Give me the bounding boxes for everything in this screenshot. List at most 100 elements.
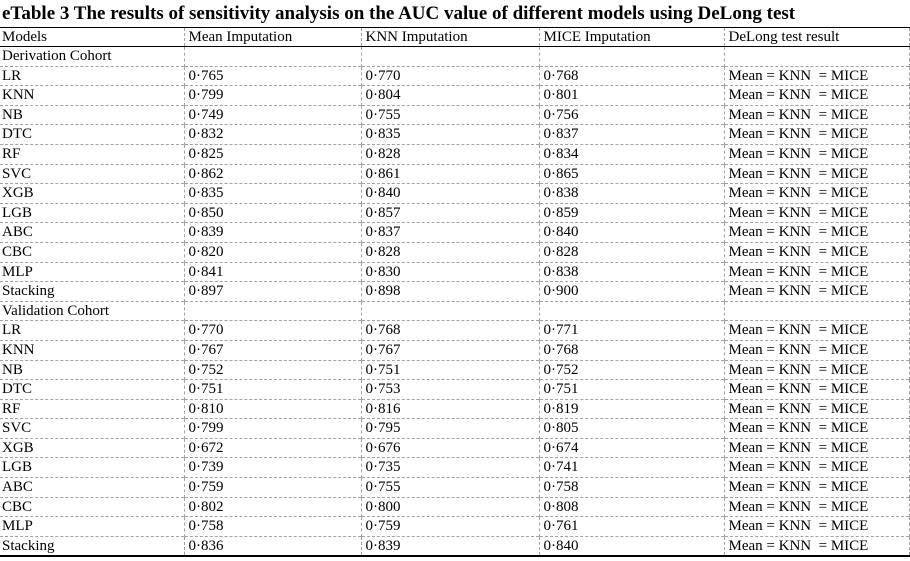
auc-cell-knn: 0·759 (361, 516, 540, 537)
auc-cell-mice: 0·758 (539, 477, 725, 498)
auc-cell-knn: 0·800 (361, 497, 540, 517)
auc-cell-mice: 0·828 (539, 242, 725, 263)
model-cell: SVC (0, 164, 185, 184)
auc-cell-mean: 0·752 (184, 360, 362, 380)
auc-cell-mice: 0·741 (539, 457, 725, 478)
auc-cell-mice: 0·756 (539, 105, 725, 125)
auc-cell-mice: 0·771 (539, 320, 725, 341)
auc-cell-mean: 0·897 (184, 281, 362, 302)
delong-result-cell: Mean = KNN = MICE (724, 320, 910, 341)
auc-cell-mean: 0·802 (184, 497, 362, 517)
auc-cell-knn: 0·840 (361, 183, 540, 204)
delong-result-cell: Mean = KNN = MICE (724, 497, 910, 517)
table-row: KNN 0·767 0·767 0·768 Mean = KNN = MICE (0, 340, 910, 360)
column-header-knn: KNN Imputation (361, 27, 540, 47)
table-row: KNN 0·799 0·804 0·801 Mean = KNN = MICE (0, 85, 910, 106)
delong-result-cell: Mean = KNN = MICE (724, 144, 910, 165)
auc-cell-mice: 0·838 (539, 262, 725, 282)
delong-result-cell: Mean = KNN = MICE (724, 183, 910, 204)
auc-cell-mice: 0·865 (539, 164, 725, 184)
table-row: DTC 0·832 0·835 0·837 Mean = KNN = MICE (0, 124, 910, 145)
table-row: XGB 0·835 0·840 0·838 Mean = KNN = MICE (0, 183, 910, 204)
auc-cell-knn: 0·828 (361, 242, 540, 263)
auc-cell-mean: 0·835 (184, 183, 362, 204)
auc-cell-mean: 0·799 (184, 85, 362, 106)
delong-result-cell: Mean = KNN = MICE (724, 418, 910, 439)
column-header-delong: DeLong test result (724, 27, 910, 47)
delong-result-cell: Mean = KNN = MICE (724, 85, 910, 106)
delong-result-cell: Mean = KNN = MICE (724, 242, 910, 263)
auc-cell-mice: 0·840 (539, 222, 725, 243)
section-row: Derivation Cohort (0, 46, 910, 67)
auc-cell-mice: 0·768 (539, 66, 725, 86)
auc-cell-knn: 0·835 (361, 124, 540, 145)
auc-cell-knn: 0·804 (361, 85, 540, 106)
table-row: SVC 0·799 0·795 0·805 Mean = KNN = MICE (0, 418, 910, 439)
model-cell: RF (0, 144, 185, 165)
model-cell: LR (0, 320, 185, 341)
delong-result-cell: Mean = KNN = MICE (724, 66, 910, 86)
empty-cell (184, 46, 362, 67)
auc-cell-knn: 0·770 (361, 66, 540, 86)
model-cell: CBC (0, 242, 185, 263)
empty-cell (724, 301, 910, 321)
auc-cell-knn: 0·753 (361, 379, 540, 400)
model-cell: LGB (0, 203, 185, 223)
section-header-cell: Validation Cohort (0, 301, 185, 321)
table-row: MLP 0·758 0·759 0·761 Mean = KNN = MICE (0, 516, 910, 537)
table-row: RF 0·810 0·816 0·819 Mean = KNN = MICE (0, 399, 910, 419)
auc-cell-knn: 0·857 (361, 203, 540, 223)
section-row: Validation Cohort (0, 301, 910, 321)
sensitivity-analysis-table: Models Mean Imputation KNN Imputation MI… (0, 27, 910, 558)
delong-result-cell: Mean = KNN = MICE (724, 340, 910, 360)
auc-cell-knn: 0·768 (361, 320, 540, 341)
auc-cell-mean: 0·862 (184, 164, 362, 184)
auc-cell-mice: 0·834 (539, 144, 725, 165)
delong-result-cell: Mean = KNN = MICE (724, 438, 910, 458)
auc-cell-mean: 0·739 (184, 457, 362, 478)
delong-result-cell: Mean = KNN = MICE (724, 262, 910, 282)
delong-result-cell: Mean = KNN = MICE (724, 536, 910, 557)
model-cell: Stacking (0, 536, 185, 557)
delong-result-cell: Mean = KNN = MICE (724, 477, 910, 498)
auc-cell-mean: 0·749 (184, 105, 362, 125)
auc-cell-knn: 0·828 (361, 144, 540, 165)
table-row: ABC 0·759 0·755 0·758 Mean = KNN = MICE (0, 477, 910, 498)
table-header: Models Mean Imputation KNN Imputation MI… (0, 27, 910, 47)
empty-cell (361, 301, 540, 321)
table-row: Stacking 0·897 0·898 0·900 Mean = KNN = MICE (0, 281, 910, 302)
model-cell: DTC (0, 379, 185, 400)
model-cell: CBC (0, 497, 185, 517)
table-row: NB 0·749 0·755 0·756 Mean = KNN = MICE (0, 105, 910, 125)
table-row: MLP 0·841 0·830 0·838 Mean = KNN = MICE (0, 262, 910, 282)
model-cell: XGB (0, 183, 185, 204)
auc-cell-mice: 0·808 (539, 497, 725, 517)
auc-cell-knn: 0·735 (361, 457, 540, 478)
table-title: eTable 3 The results of sensitivity anal… (2, 3, 796, 24)
auc-cell-mean: 0·765 (184, 66, 362, 86)
auc-cell-mean: 0·850 (184, 203, 362, 223)
auc-cell-mean: 0·758 (184, 516, 362, 537)
table-row: LR 0·770 0·768 0·771 Mean = KNN = MICE (0, 320, 910, 341)
auc-cell-mean: 0·825 (184, 144, 362, 165)
empty-cell (724, 46, 910, 67)
auc-cell-mice: 0·761 (539, 516, 725, 537)
delong-result-cell: Mean = KNN = MICE (724, 399, 910, 419)
delong-result-cell: Mean = KNN = MICE (724, 164, 910, 184)
delong-result-cell: Mean = KNN = MICE (724, 105, 910, 125)
model-cell: KNN (0, 340, 185, 360)
auc-cell-knn: 0·795 (361, 418, 540, 439)
auc-cell-mean: 0·770 (184, 320, 362, 341)
model-cell: XGB (0, 438, 185, 458)
table-row: CBC 0·802 0·800 0·808 Mean = KNN = MICE (0, 497, 910, 517)
delong-result-cell: Mean = KNN = MICE (724, 360, 910, 380)
auc-cell-mice: 0·840 (539, 536, 725, 557)
auc-cell-knn: 0·830 (361, 262, 540, 282)
model-cell: NB (0, 105, 185, 125)
auc-cell-knn: 0·816 (361, 399, 540, 419)
auc-cell-mice: 0·768 (539, 340, 725, 360)
column-header-mean: Mean Imputation (184, 27, 362, 47)
auc-cell-mean: 0·767 (184, 340, 362, 360)
auc-cell-knn: 0·755 (361, 105, 540, 125)
table-row: ABC 0·839 0·837 0·840 Mean = KNN = MICE (0, 222, 910, 243)
